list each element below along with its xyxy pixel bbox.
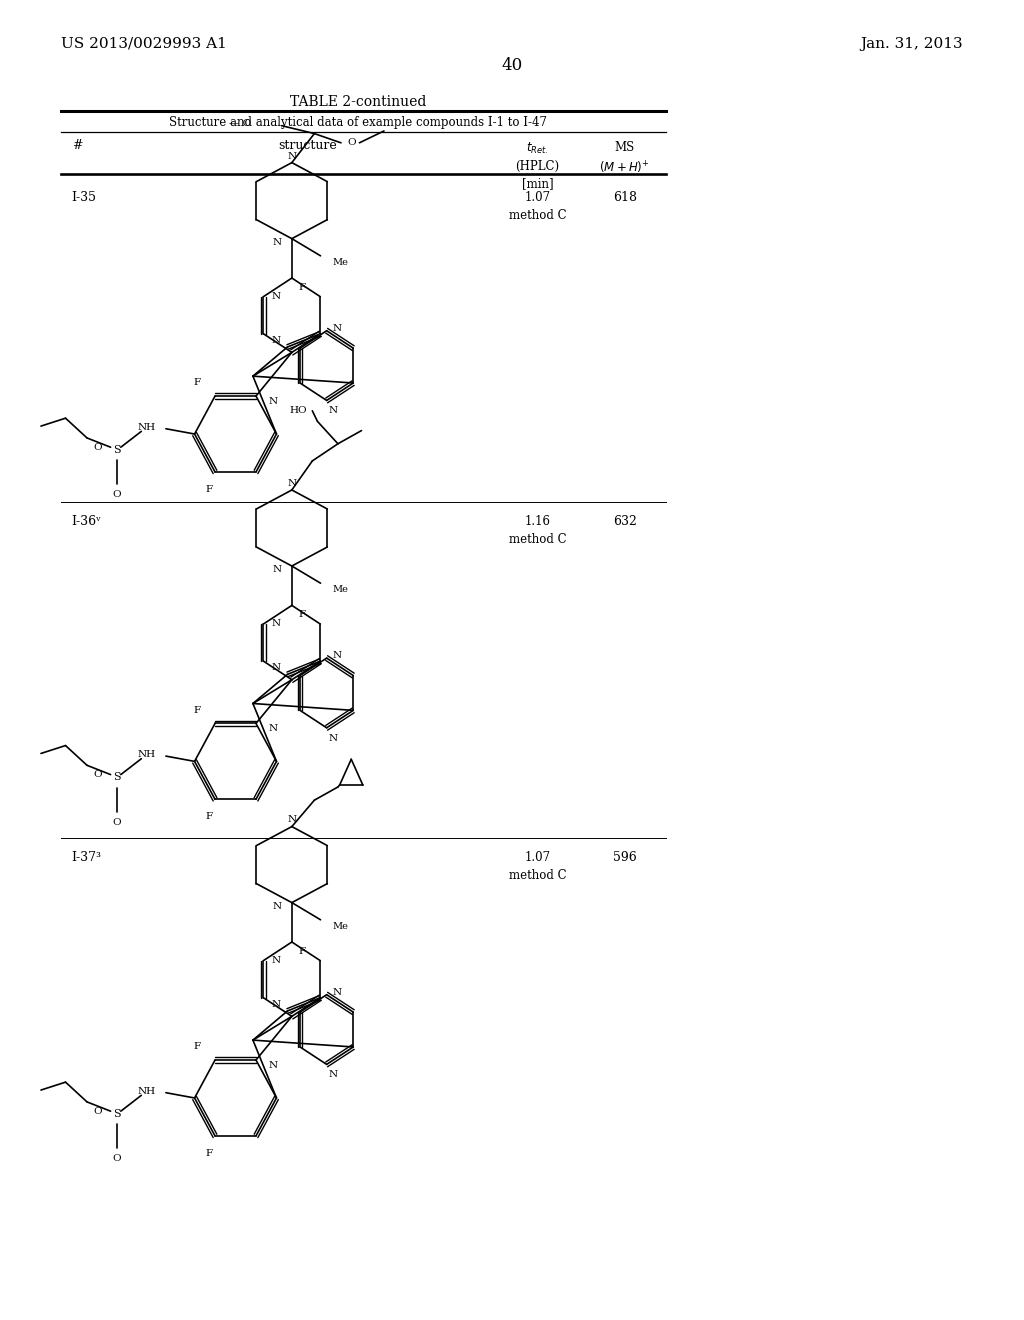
Text: N: N [271, 292, 281, 301]
Text: F: F [298, 946, 305, 956]
Text: O: O [347, 139, 355, 148]
Text: F: F [206, 1148, 212, 1158]
Text: N: N [273, 902, 282, 911]
Text: S: S [113, 445, 121, 455]
Text: N: N [329, 734, 337, 743]
Text: 1.16
method C: 1.16 method C [509, 515, 566, 545]
Text: N: N [333, 987, 341, 997]
Text: N: N [271, 663, 281, 672]
Text: Me: Me [333, 585, 349, 594]
Text: F: F [298, 610, 305, 619]
Text: O: O [113, 490, 121, 499]
Text: S: S [113, 1109, 121, 1119]
Text: HO: HO [290, 407, 307, 416]
Text: Me: Me [333, 921, 349, 931]
Text: N: N [271, 335, 281, 345]
Text: N: N [268, 1060, 278, 1069]
Text: 596: 596 [612, 851, 637, 865]
Text: N: N [333, 323, 341, 333]
Text: N: N [271, 999, 281, 1008]
Text: N: N [333, 651, 341, 660]
Text: O: O [113, 817, 121, 826]
Text: F: F [194, 706, 200, 714]
Text: Jan. 31, 2013: Jan. 31, 2013 [860, 37, 963, 51]
Text: O: O [93, 1106, 101, 1115]
Text: N: N [273, 565, 282, 574]
Text: O: O [93, 442, 101, 451]
Text: N: N [273, 238, 282, 247]
Text: NH: NH [137, 750, 156, 759]
Text: $t_{Ret.}$
(HPLC)
[min]: $t_{Ret.}$ (HPLC) [min] [515, 141, 560, 190]
Text: F: F [194, 379, 200, 387]
Text: N: N [271, 619, 281, 628]
Text: — O: — O [228, 119, 251, 128]
Text: F: F [298, 282, 305, 292]
Text: N: N [268, 396, 278, 405]
Text: 632: 632 [612, 515, 637, 528]
Text: 40: 40 [502, 57, 522, 74]
Text: US 2013/0029993 A1: US 2013/0029993 A1 [61, 37, 227, 51]
Text: F: F [194, 1043, 200, 1051]
Text: MS
$(M + H)^{+}$: MS $(M + H)^{+}$ [599, 141, 650, 176]
Text: I-37³: I-37³ [72, 851, 101, 865]
Text: 1.07
method C: 1.07 method C [509, 851, 566, 882]
Text: N: N [271, 956, 281, 965]
Text: TABLE 2-continued: TABLE 2-continued [290, 95, 427, 110]
Text: N: N [329, 1071, 337, 1080]
Text: N: N [288, 152, 296, 161]
Text: structure: structure [278, 139, 337, 152]
Text: 1.07
method C: 1.07 method C [509, 191, 566, 222]
Text: I-36ᵛ: I-36ᵛ [72, 515, 101, 528]
Text: N: N [268, 723, 278, 733]
Text: S: S [113, 772, 121, 783]
Text: O: O [93, 770, 101, 779]
Text: Me: Me [333, 257, 349, 267]
Text: Structure and analytical data of example compounds I-1 to I-47: Structure and analytical data of example… [169, 116, 548, 129]
Text: I-35: I-35 [72, 191, 96, 205]
Text: NH: NH [137, 422, 156, 432]
Text: O: O [113, 1154, 121, 1163]
Text: N: N [288, 479, 296, 488]
Text: N: N [329, 407, 337, 416]
Text: NH: NH [137, 1086, 156, 1096]
Text: F: F [206, 812, 212, 821]
Text: N: N [288, 816, 296, 825]
Text: 618: 618 [612, 191, 637, 205]
Text: F: F [206, 484, 212, 494]
Text: #: # [72, 139, 82, 152]
